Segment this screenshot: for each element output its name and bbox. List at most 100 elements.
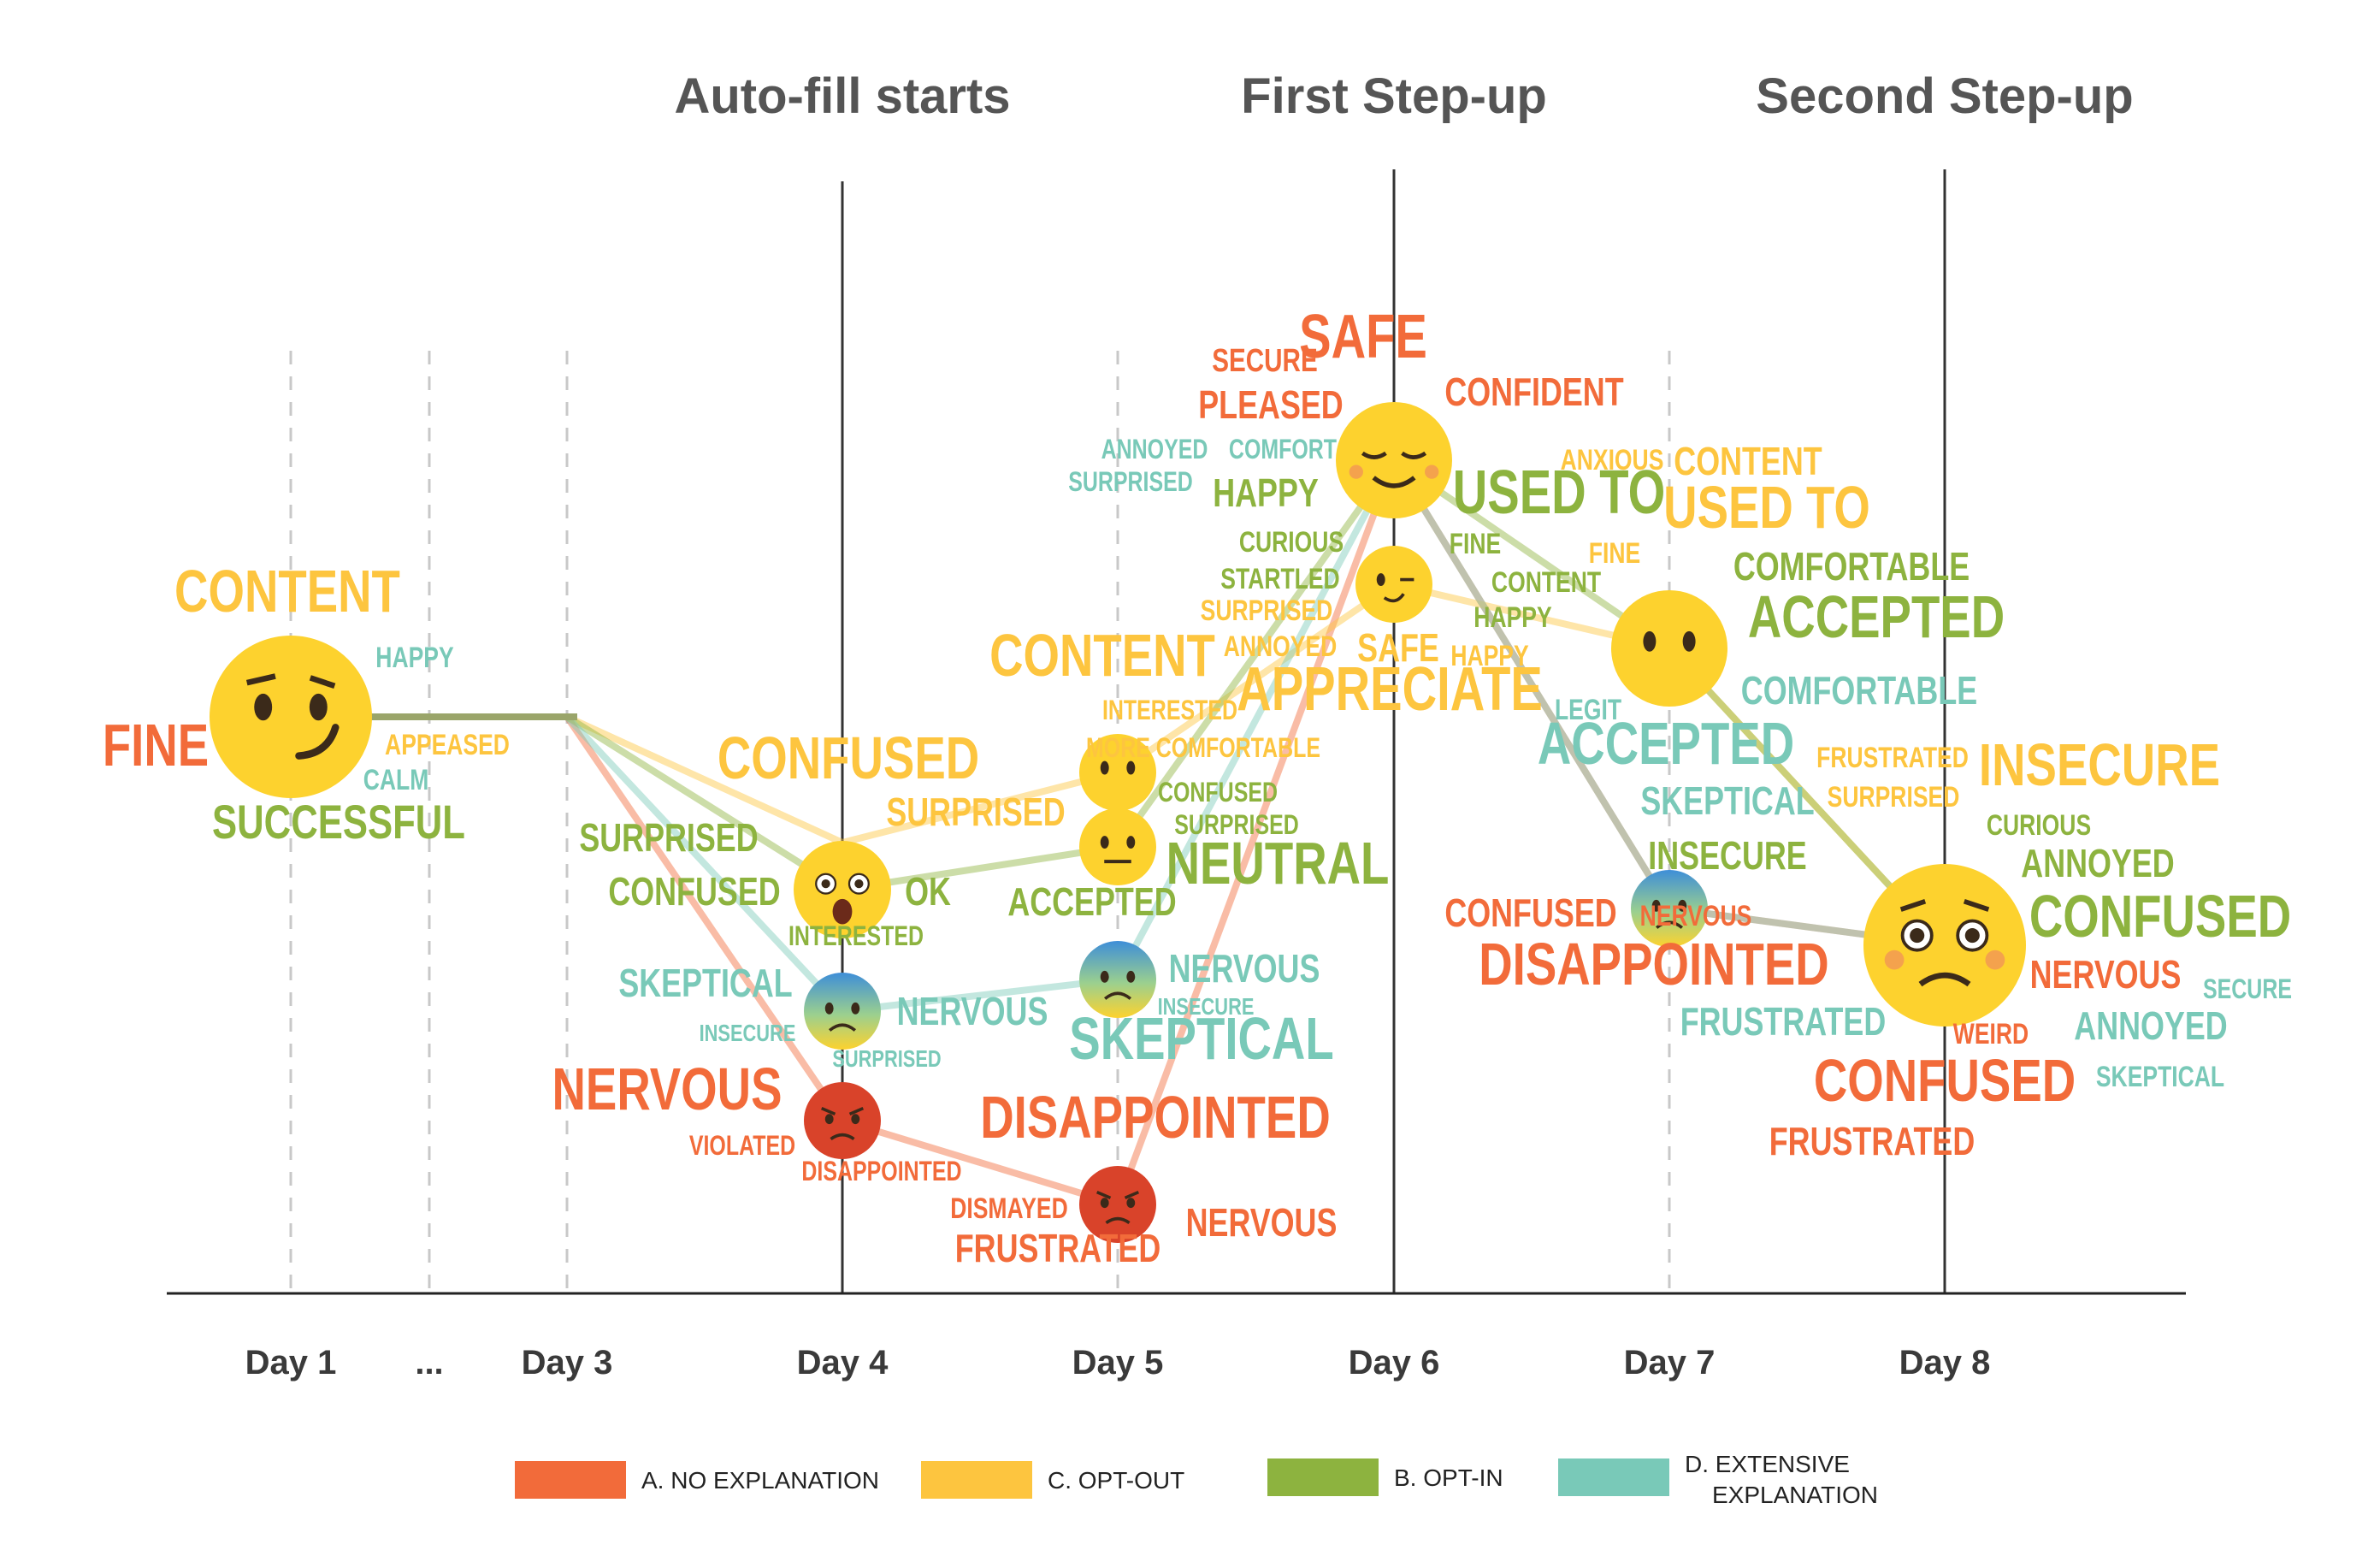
emotion-word: PLEASED: [1198, 383, 1343, 427]
emotion-word: NERVOUS: [1640, 900, 1752, 932]
emotion-word: VIOLATED: [689, 1131, 795, 1162]
legend-label-C: C. OPT-OUT: [1048, 1467, 1184, 1494]
anxious-face-icon: [1079, 941, 1156, 1018]
emotion-word: INTERESTED: [788, 921, 924, 952]
emotion-word: APPRECIATE: [1237, 654, 1543, 723]
legend-swatch-D: [1558, 1458, 1669, 1496]
emotion-word: APPEASED: [385, 729, 510, 761]
emotion-word: SUCCESSFUL: [212, 796, 465, 849]
emotion-word: HAPPY: [375, 642, 453, 674]
emotion-word: CONTENT: [1674, 440, 1822, 483]
emotion-word: NERVOUS: [1169, 947, 1320, 991]
emotion-word: CONFUSED: [1814, 1048, 2076, 1115]
emotion-word: ANNOYED: [2074, 1004, 2227, 1048]
emotion-word: FINE: [103, 713, 209, 779]
emotion-word: DISMAYED: [950, 1192, 1068, 1225]
emotion-word: HAPPY: [1213, 471, 1319, 515]
emotion-word: DISAPPOINTED: [980, 1085, 1331, 1151]
emotion-word: CONTENT: [174, 559, 400, 625]
x-tick-label: Day 8: [1899, 1344, 1991, 1382]
emotion-word: ACCEPTED: [1007, 880, 1176, 924]
emotion-word: ANXIOUS: [1561, 444, 1664, 476]
emotion-word: FRUSTRATED: [1769, 1120, 1975, 1163]
emotion-word: ACCEPTED: [1748, 584, 2005, 651]
emotion-word: USED TO: [1663, 475, 1870, 541]
emotion-word: MORE COMFORTABLE: [1086, 733, 1320, 764]
emotion-word: NERVOUS: [897, 990, 1048, 1033]
emotion-word: SECURE: [1212, 343, 1317, 379]
anxious-face-icon: [1631, 870, 1708, 947]
emotion-word: CONTENT: [989, 623, 1215, 689]
emotion-word: INSECURE: [1979, 732, 2220, 799]
legend-swatch-C: [921, 1461, 1032, 1499]
emotion-word: ANNOYED: [1101, 435, 1208, 465]
phase-labels: Auto-fill starts First Step-up Second Step…: [674, 68, 2133, 124]
emotion-word: STARTLED: [1220, 563, 1339, 595]
x-tick-label: Day 3: [522, 1344, 613, 1382]
wink-face-icon: [1355, 546, 1432, 623]
emotion-word: ACCEPTED: [1538, 711, 1794, 778]
x-tick-label: Day 5: [1072, 1344, 1164, 1382]
phase-label: First Step-up: [1241, 68, 1547, 124]
emotion-word: COMFORTABLE: [1741, 669, 1977, 713]
emotion-word: SURPRISED: [1201, 595, 1333, 627]
x-tick-label: Day 7: [1624, 1344, 1716, 1382]
emotion-word: OK: [905, 870, 951, 914]
emotion-word: SECURE: [2203, 974, 2292, 1005]
emotion-word: SKEPTICAL: [1640, 779, 1814, 823]
emotion-word: ANNOYED: [1224, 630, 1338, 663]
legend-swatch-A: [515, 1461, 626, 1499]
emotion-word: SURPRISED: [1828, 781, 1960, 814]
astonished-face-icon: [794, 841, 891, 938]
emotion-word: SKEPTICAL: [2096, 1061, 2224, 1093]
emotion-word: INTERESTED: [1102, 695, 1237, 726]
emotion-word: SURPRISED: [579, 816, 758, 860]
no-mouth-face-icon: [1611, 590, 1727, 707]
emotion-word: CONFUSED: [718, 725, 979, 792]
phase-label: Auto-fill starts: [674, 68, 1010, 124]
emotion-word: HAPPY: [1473, 601, 1551, 634]
emotion-word: SAFE: [1357, 626, 1439, 670]
emotion-word: CONFUSED: [608, 870, 780, 914]
x-tick-label: ...: [415, 1344, 443, 1382]
smirk-face-icon: [210, 636, 372, 798]
emotion-word: FRUSTRATED: [1680, 1000, 1887, 1044]
emotion-word: FINE: [1589, 537, 1640, 570]
emotion-word: CONTENT: [1491, 566, 1601, 599]
neutral-face-icon: [1079, 808, 1156, 885]
relieved-face-icon: [1336, 402, 1452, 518]
emotion-word: INSECURE: [700, 1020, 796, 1046]
x-axis: Day 1... Day 3 Day 4 Day 5 Day 6 Day 7 Day 8: [167, 1292, 2186, 1382]
emotion-word: COMFORT: [1229, 435, 1338, 465]
emotion-word: CALM: [363, 764, 429, 796]
emotion-word: NERVOUS: [2030, 953, 2182, 997]
emotion-word: CURIOUS: [1987, 809, 2091, 842]
emotion-word: FINE: [1450, 528, 1501, 560]
emotion-word: SAFE: [1299, 302, 1427, 370]
legend-label-B: B. OPT-IN: [1394, 1464, 1503, 1491]
legend-label-A: A. NO EXPLANATION: [641, 1467, 879, 1494]
emotion-word: NERVOUS: [552, 1056, 783, 1123]
emotion-word: SURPRISED: [886, 790, 1065, 834]
angry-face-icon: [804, 1082, 881, 1159]
x-tick-label: Day 6: [1349, 1344, 1440, 1382]
emotion-word: CONFUSED: [1158, 778, 1278, 808]
x-tick-label: Day 1: [245, 1344, 337, 1382]
emotion-word: CURIOUS: [1239, 526, 1344, 559]
emotion-word: CONFUSED: [1444, 891, 1616, 935]
emotion-word: INSECURE: [1158, 993, 1255, 1020]
emotion-word: FRUSTRATED: [955, 1227, 1161, 1270]
emotion-word: SURPRISED: [832, 1045, 941, 1072]
emotion-word: HAPPY: [1450, 640, 1528, 672]
emotion-word: CONFIDENT: [1444, 370, 1623, 414]
emotion-word: DISAPPOINTED: [801, 1157, 961, 1187]
emotion-word: FRUSTRATED: [1816, 742, 1969, 774]
legend: A. NO EXPLANATION C. OPT-OUT B. OPT-IN D. E…: [515, 1451, 1878, 1508]
emotion-word: DISAPPOINTED: [1479, 932, 1829, 998]
emotion-word: ANNOYED: [2021, 842, 2174, 885]
emotion-word: CONFUSED: [2029, 884, 2291, 950]
emotion-word: USED TO: [1453, 458, 1666, 526]
emotion-word: LEGIT: [1555, 694, 1621, 726]
